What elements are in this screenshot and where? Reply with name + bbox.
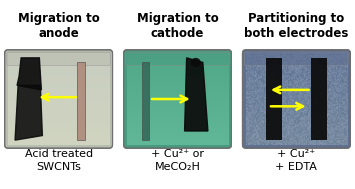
- FancyBboxPatch shape: [242, 50, 350, 148]
- Text: + Cu²⁺ or
MeCO₂H: + Cu²⁺ or MeCO₂H: [151, 149, 204, 172]
- FancyBboxPatch shape: [7, 52, 110, 65]
- Bar: [142, 62, 149, 140]
- Bar: [77, 62, 85, 140]
- FancyBboxPatch shape: [5, 50, 113, 148]
- Text: + Cu²⁺
+ EDTA: + Cu²⁺ + EDTA: [275, 149, 317, 172]
- Bar: [187, 62, 189, 140]
- Bar: [311, 58, 327, 140]
- Text: Partitioning to
both electrodes: Partitioning to both electrodes: [244, 12, 349, 40]
- Polygon shape: [185, 58, 208, 131]
- Text: Migration to
anode: Migration to anode: [18, 12, 99, 40]
- FancyBboxPatch shape: [124, 50, 231, 148]
- Polygon shape: [15, 85, 42, 140]
- Ellipse shape: [191, 58, 201, 67]
- Text: Migration to
cathode: Migration to cathode: [137, 12, 218, 40]
- Bar: [266, 58, 282, 140]
- FancyBboxPatch shape: [245, 52, 348, 65]
- FancyBboxPatch shape: [126, 52, 229, 65]
- Text: Acid treated
SWCNTs: Acid treated SWCNTs: [24, 149, 93, 172]
- Polygon shape: [17, 58, 42, 90]
- Bar: [252, 62, 253, 140]
